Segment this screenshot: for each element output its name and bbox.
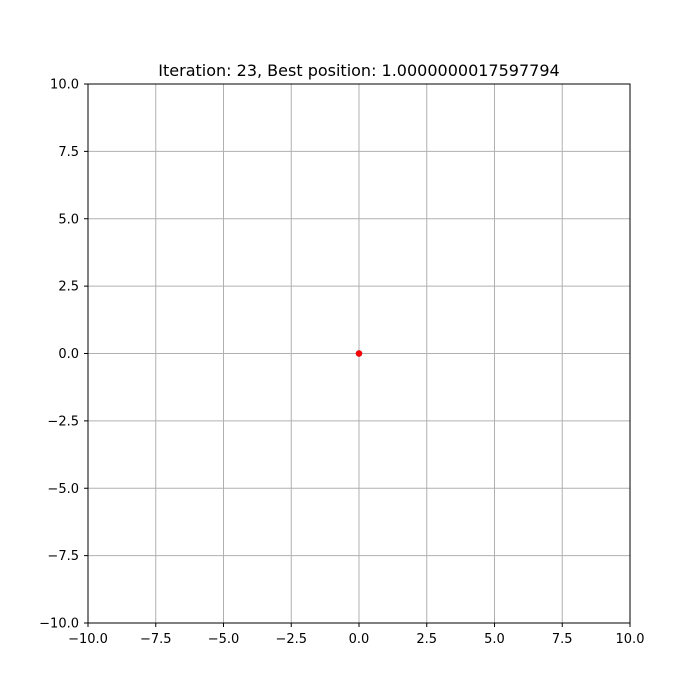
y-tick-label-2: −5.0	[47, 482, 79, 497]
chart-title: Iteration: 23, Best position: 1.00000000…	[158, 61, 559, 80]
x-tick-label-4: 0.0	[349, 632, 370, 647]
y-tick-label-7: 7.5	[58, 145, 79, 160]
scatter-point-s1-0	[355, 350, 363, 357]
y-tick-label-4: 0.0	[58, 347, 79, 362]
y-tick-label-8: 10.0	[50, 78, 79, 93]
y-tick-label-5: 2.5	[58, 280, 79, 295]
x-tick-label-0: −10.0	[68, 632, 108, 647]
y-tick-label-1: −7.5	[47, 549, 79, 564]
y-axis-ticks: −10.0 −7.5 −5.0 −2.5 0.0 2.5 5.0 7.5 10.0	[39, 78, 88, 632]
x-axis-ticks: −10.0 −7.5 −5.0 −2.5 0.0 2.5 5.0 7.5 10.0	[68, 623, 644, 647]
y-tick-label-3: −2.5	[47, 414, 79, 429]
x-tick-label-2: −5.0	[208, 632, 240, 647]
y-tick-label-6: 5.0	[58, 212, 79, 227]
data-points	[355, 350, 363, 357]
x-tick-label-1: −7.5	[140, 632, 172, 647]
y-tick-label-0: −10.0	[39, 617, 79, 632]
x-tick-label-5: 2.5	[416, 632, 437, 647]
x-tick-label-8: 10.0	[616, 632, 645, 647]
x-tick-label-6: 5.0	[484, 632, 505, 647]
x-tick-label-3: −2.5	[275, 632, 307, 647]
x-tick-label-7: 7.5	[552, 632, 573, 647]
